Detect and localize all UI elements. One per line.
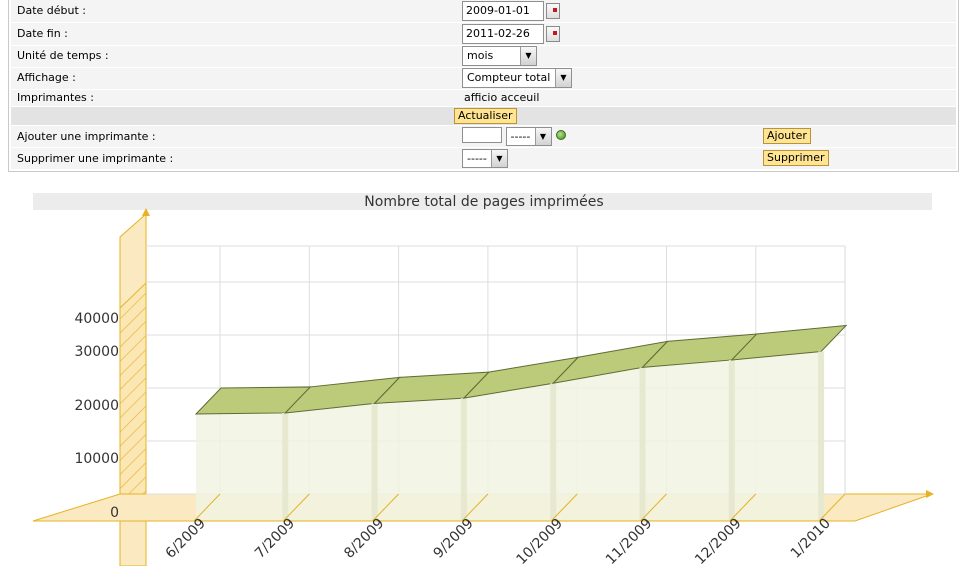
affichage-select-value: Compteur total [467,71,551,84]
row-actualiser: Actualiser [11,107,956,126]
date-debut-label: Date début : [17,4,87,17]
ajouter-input[interactable] [462,127,502,143]
y-tick-label: 10000 [74,451,119,467]
actualiser-button[interactable]: Actualiser [454,108,517,124]
filter-form: Date début : 2009-01-01 Date fin : 2011-… [8,0,959,172]
chart-title-bar [33,193,932,210]
y-tick-label: 40000 [74,311,119,327]
ajouter-select-value: ----- [510,130,531,143]
unite-label: Unité de temps : [17,49,109,62]
x-axis-tick [818,493,846,522]
x-axis-tick [729,493,757,522]
y-tick-label: 20000 [74,398,119,414]
x-tick-label: 7/2009 [252,516,298,562]
unite-select[interactable]: mois ▼ [462,46,537,66]
calendar-icon[interactable] [546,26,560,42]
area-top-segment [730,324,848,361]
x-axis-tick [372,493,399,522]
row-unite: Unité de temps : mois ▼ [11,46,956,68]
date-fin-input[interactable]: 2011-02-26 [462,24,544,44]
unite-select-value: mois [467,49,494,62]
y-tick-labels: 0 10000 20000 30000 40000 [74,311,119,521]
y-tick-label: 0 [110,505,119,521]
chart-title: Nombre total de pages imprimées [364,194,603,210]
x-axis-arrow [926,490,934,498]
x-axis-tick [282,493,310,522]
chevron-down-icon: ▼ [491,150,507,167]
ajouter-label: Ajouter une imprimante : [17,130,156,143]
x-axis-tick [550,493,578,522]
supprimer-printer-select[interactable]: ----- ▼ [462,149,508,168]
ajouter-button[interactable]: Ajouter [763,128,811,144]
row-imprimantes: Imprimantes : afficio acceuil [11,90,956,107]
row-supprimer: Supprimer une imprimante : ----- ▼ Suppri… [11,148,956,169]
calendar-icon[interactable] [546,3,560,19]
search-icon[interactable] [555,130,566,140]
x-tick-label: 10/2009 [514,516,566,566]
row-date-fin: Date fin : 2011-02-26 [11,23,956,46]
area-front [196,351,822,520]
affichage-select[interactable]: Compteur total ▼ [462,68,572,88]
x-axis-tick [640,493,667,522]
affichage-label: Affichage : [17,71,76,84]
supprimer-label: Supprimer une imprimante : [17,152,174,165]
x-axis-tick [461,493,489,522]
x-tick-label: 11/2009 [603,516,655,566]
x-tick-label: 12/2009 [692,516,744,566]
row-ajouter: Ajouter une imprimante : ----- ▼ Ajouter [11,126,956,148]
supprimer-button[interactable]: Supprimer [763,150,829,166]
row-affichage: Affichage : Compteur total ▼ [11,68,956,90]
chevron-down-icon: ▼ [520,47,536,65]
supprimer-select-value: ----- [467,152,487,165]
x-tick-labels: 6/2009 7/2009 8/2009 9/2009 10/2009 11/2009 12… [163,516,834,566]
x-tick-label: 1/2010 [788,516,834,562]
imprimantes-value: afficio acceuil [464,91,540,104]
x-tick-label: 6/2009 [163,516,209,562]
x-tick-label: 9/2009 [431,516,477,562]
chevron-down-icon: ▼ [534,128,551,145]
imprimantes-label: Imprimantes : [17,91,94,104]
chevron-down-icon: ▼ [555,69,571,87]
date-debut-input[interactable]: 2009-01-01 [462,1,544,21]
x-axis-tick [193,493,221,522]
y-axis-hatch [119,281,147,523]
y-axis-arrow [142,208,150,216]
x-tick-label: 8/2009 [341,516,387,562]
area-series [193,324,848,522]
ajouter-printer-select[interactable]: ----- ▼ [505,127,552,146]
row-date-debut: Date début : 2009-01-01 [11,0,956,23]
date-fin-label: Date fin : [17,27,68,40]
y-tick-label: 30000 [74,344,119,360]
